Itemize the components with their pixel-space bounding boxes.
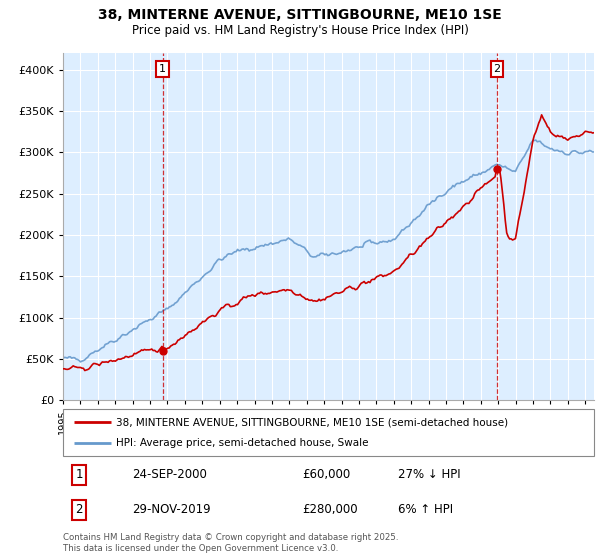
Text: £60,000: £60,000 [302,468,350,481]
Text: 1: 1 [159,64,166,74]
Text: 2: 2 [75,503,83,516]
Text: 24-SEP-2000: 24-SEP-2000 [132,468,207,481]
Text: HPI: Average price, semi-detached house, Swale: HPI: Average price, semi-detached house,… [116,438,368,448]
Text: 6% ↑ HPI: 6% ↑ HPI [398,503,452,516]
Text: 29-NOV-2019: 29-NOV-2019 [132,503,211,516]
Text: 1: 1 [75,468,83,481]
Text: 38, MINTERNE AVENUE, SITTINGBOURNE, ME10 1SE (semi-detached house): 38, MINTERNE AVENUE, SITTINGBOURNE, ME10… [116,417,508,427]
Text: £280,000: £280,000 [302,503,358,516]
Text: 38, MINTERNE AVENUE, SITTINGBOURNE, ME10 1SE: 38, MINTERNE AVENUE, SITTINGBOURNE, ME10… [98,8,502,22]
Text: Price paid vs. HM Land Registry's House Price Index (HPI): Price paid vs. HM Land Registry's House … [131,24,469,37]
Text: 27% ↓ HPI: 27% ↓ HPI [398,468,460,481]
Text: Contains HM Land Registry data © Crown copyright and database right 2025.
This d: Contains HM Land Registry data © Crown c… [63,533,398,553]
FancyBboxPatch shape [63,409,594,456]
Text: 2: 2 [493,64,500,74]
